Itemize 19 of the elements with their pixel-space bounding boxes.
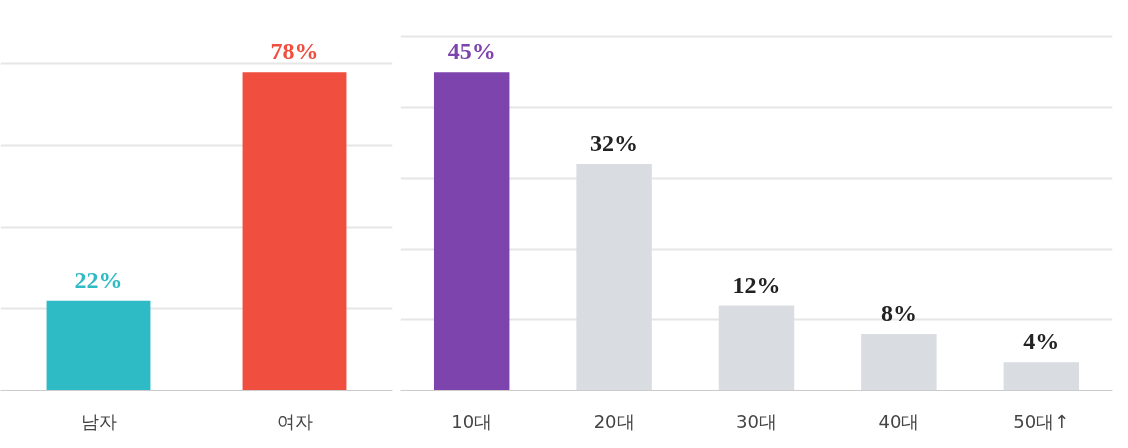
data-label: 4% bbox=[1023, 328, 1060, 355]
x-tick-label: 50대↑ bbox=[1013, 410, 1070, 432]
bar bbox=[718, 305, 795, 391]
data-label: 12% bbox=[732, 271, 781, 298]
bar bbox=[861, 333, 937, 391]
x-tick-label: 여자 bbox=[276, 410, 313, 432]
bar bbox=[433, 72, 510, 391]
x-tick-label: 10대 bbox=[451, 410, 493, 432]
x-tick-label: 20대 bbox=[593, 410, 635, 432]
x-tick-label: 남자 bbox=[80, 410, 117, 432]
x-tick-label: 40대 bbox=[878, 410, 920, 432]
data-label: 32% bbox=[590, 130, 639, 157]
bar bbox=[576, 164, 652, 391]
x-tick-label: 30대 bbox=[736, 410, 777, 432]
bar bbox=[1003, 362, 1080, 391]
data-label: 78% bbox=[270, 38, 319, 65]
data-label: 45% bbox=[447, 38, 496, 65]
data-label: 22% bbox=[74, 266, 123, 293]
data-label: 8% bbox=[880, 299, 917, 326]
